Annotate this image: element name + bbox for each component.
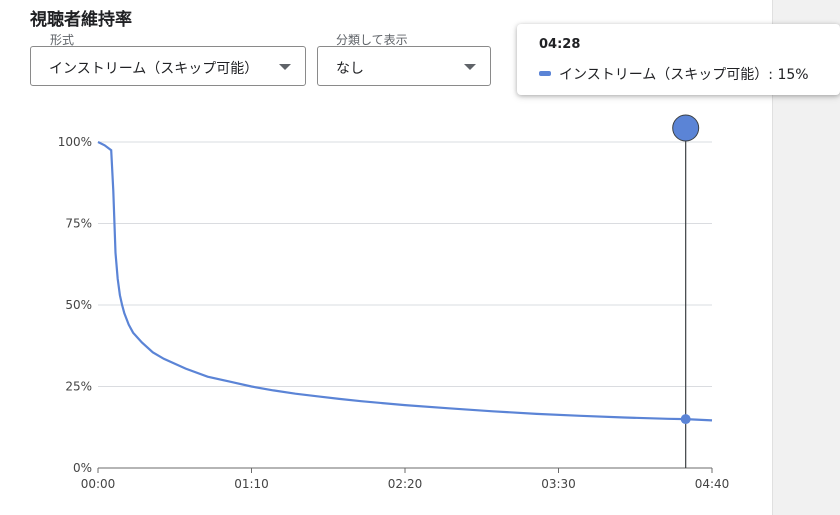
format-label: 形式 — [50, 33, 75, 47]
y-tick-label: 25% — [65, 380, 92, 394]
x-tick-label: 03:30 — [541, 477, 576, 491]
x-tick-label: 02:20 — [388, 477, 423, 491]
hover-cursor-handle[interactable] — [672, 114, 700, 142]
x-tick-label: 04:40 — [695, 477, 730, 491]
retention-chart[interactable]: 0% 25% 50% 75% 100% 00:00 01:10 02:20 03:30 04:4… — [0, 0, 772, 515]
hover-point — [680, 414, 691, 425]
retention-line — [97, 141, 713, 422]
dropdown-caret-icon — [279, 64, 291, 70]
tooltip-time: 04:28 — [539, 37, 581, 52]
tooltip-series-value: インストリーム（スキップ可能）: 15% — [559, 67, 809, 83]
chart-tooltip: 04:28 インストリーム（スキップ可能）: 15% — [517, 24, 840, 95]
x-tick-label: 01:10 — [234, 477, 269, 491]
dropdown-caret-icon — [464, 64, 476, 70]
format-select[interactable]: インストリーム（スキップ可能） — [30, 46, 306, 86]
y-tick-label: 0% — [73, 461, 92, 475]
y-tick-label: 100% — [58, 135, 92, 149]
format-select-value: インストリーム（スキップ可能） — [49, 61, 259, 77]
series-swatch-icon — [539, 71, 551, 76]
page-title: 視聴者維持率 — [30, 10, 132, 30]
x-tick-label: 00:00 — [81, 477, 116, 491]
y-tick-label: 50% — [65, 298, 92, 312]
y-tick-label: 75% — [65, 217, 92, 231]
breakdown-select[interactable]: なし — [317, 46, 491, 86]
breakdown-select-value: なし — [336, 61, 364, 77]
breakdown-label: 分類して表示 — [336, 33, 408, 47]
